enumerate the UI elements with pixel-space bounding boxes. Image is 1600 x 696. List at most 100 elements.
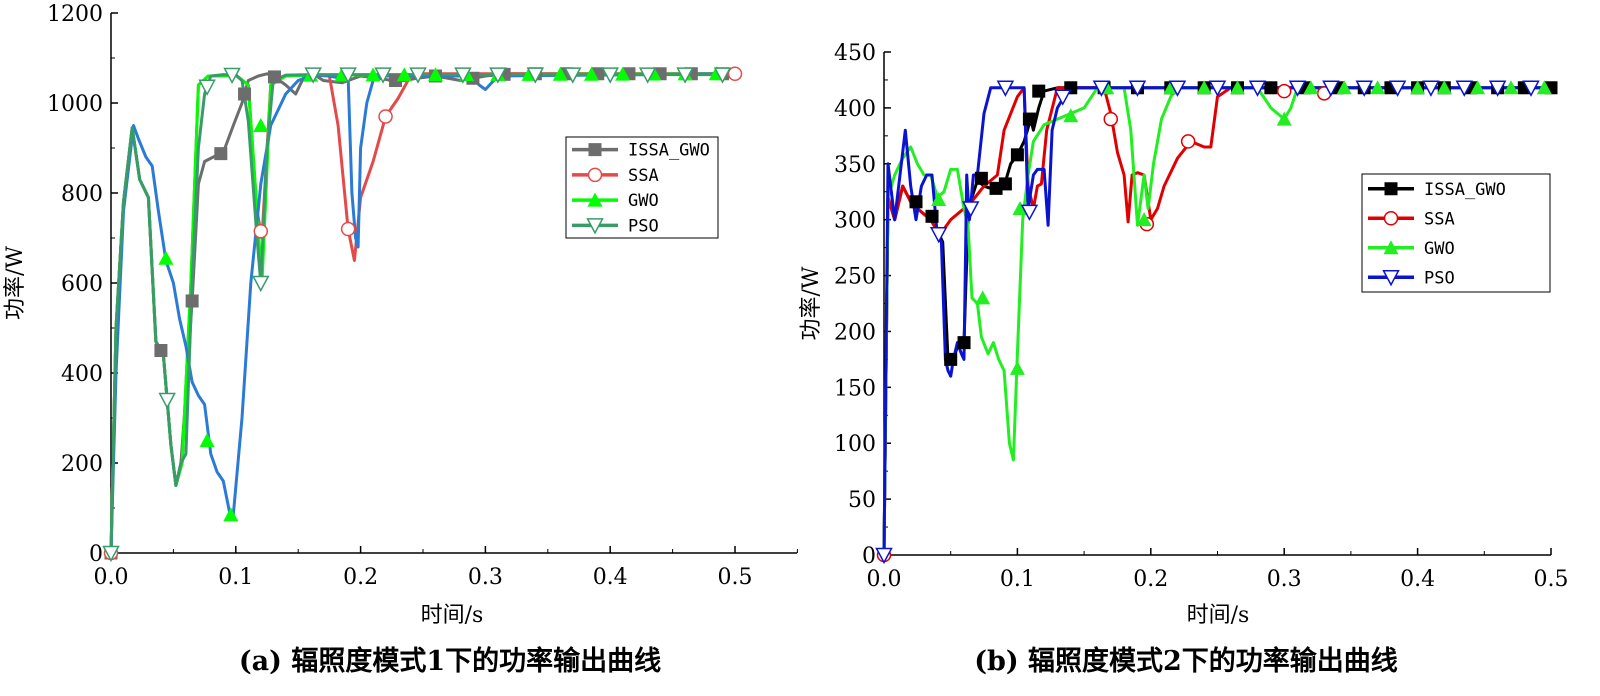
- marker-gwo: [1336, 80, 1352, 95]
- legend-label: ISSA_GWO: [1424, 180, 1506, 200]
- marker-gwo: [1009, 360, 1025, 375]
- y-tick-label: 1200: [47, 2, 103, 27]
- marker-gwo: [199, 433, 215, 447]
- marker-gwo: [396, 67, 412, 82]
- marker-pso: [676, 67, 694, 84]
- marker-pso: [339, 67, 357, 84]
- series-line-pso: [109, 73, 735, 554]
- marker-issa-gwo: [1022, 112, 1036, 126]
- legend-swatch-marker: [587, 192, 603, 207]
- x-tick-label: 0.5: [1534, 567, 1569, 592]
- legend-label: ISSA_GWO: [628, 141, 710, 161]
- marker-pso: [454, 67, 472, 84]
- marker-issa-gwo: [998, 177, 1012, 191]
- marker-gwo: [1063, 108, 1079, 123]
- legend-label: SSA: [628, 166, 659, 186]
- marker-gwo: [975, 290, 991, 305]
- y-tick-label: 1000: [47, 92, 103, 117]
- x-tick-label: 0.3: [1267, 567, 1302, 592]
- marker-gwo: [931, 192, 947, 207]
- x-tick-label: 0.0: [867, 567, 902, 592]
- marker-ssa: [253, 224, 269, 239]
- marker-issa-gwo: [925, 209, 939, 223]
- x-tick-label: 0.1: [218, 565, 253, 590]
- figure-caption: (a) 辐照度模式1下的功率输出曲线: [239, 645, 661, 677]
- marker-pso: [1248, 80, 1267, 97]
- marker-pso: [1168, 80, 1187, 97]
- x-tick-label: 0.0: [94, 565, 129, 590]
- marker-pso: [1020, 204, 1039, 221]
- marker-issa-gwo: [974, 171, 988, 185]
- y-tick-label: 200: [61, 452, 103, 477]
- marker-ssa: [1276, 83, 1292, 99]
- series-line-pso: [882, 86, 1551, 556]
- marker-pso: [526, 67, 545, 84]
- marker-gwo: [158, 250, 174, 265]
- marker-pso: [929, 226, 948, 244]
- marker-pso: [223, 67, 241, 85]
- marker-pso: [601, 67, 619, 84]
- marker-gwo: [223, 507, 239, 522]
- legend-swatch-marker: [1383, 240, 1399, 255]
- marker-ssa: [1103, 111, 1119, 127]
- marker-ssa: [1180, 134, 1196, 149]
- marker-gwo: [1136, 212, 1152, 227]
- y-tick-label: 350: [834, 153, 876, 178]
- x-tick-label: 0.4: [593, 565, 628, 590]
- marker-gwo: [552, 66, 568, 81]
- marker-gwo: [1410, 80, 1426, 95]
- marker-pso: [1355, 80, 1373, 97]
- y-tick-label: 100: [834, 432, 876, 457]
- marker-ssa: [378, 109, 393, 124]
- marker-gwo: [427, 67, 443, 82]
- chart-a: 0 200 400 600 800 1000 1200 0.0 0.1 0.2 0.3 0.4 0.5 时…: [3, 2, 798, 677]
- legend-swatch-marker: [1383, 211, 1399, 226]
- marker-pso: [1054, 89, 1072, 106]
- marker-gwo: [1012, 200, 1028, 215]
- legend-swatch-marker: [1382, 270, 1400, 287]
- marker-issa-gwo: [185, 294, 199, 308]
- chart-b: 0 50 100 150 200 250 300 350 400 450 0.0 0.1 0.2 0.3 0…: [799, 41, 1569, 677]
- x-tick-label: 0.4: [1400, 567, 1435, 592]
- marker-pso: [198, 79, 216, 96]
- y-tick-label: 200: [834, 320, 876, 345]
- y-axis-title: 功率/W: [799, 266, 824, 340]
- marker-pso: [1208, 80, 1227, 97]
- marker-pso: [1488, 80, 1507, 97]
- y-tick-label: 450: [834, 41, 876, 66]
- x-axis-title: 时间/s: [1187, 603, 1250, 628]
- marker-pso: [875, 547, 893, 565]
- x-tick-label: 0.2: [1133, 567, 1168, 592]
- y-tick-label: 150: [834, 376, 876, 401]
- marker-gwo: [1230, 80, 1246, 95]
- marker-gwo: [365, 67, 381, 82]
- marker-pso: [961, 201, 980, 218]
- y-tick-label: 0: [89, 542, 103, 567]
- marker-issa-gwo: [957, 336, 971, 350]
- y-tick-label: 50: [848, 488, 876, 513]
- legend-swatch-marker: [586, 218, 604, 235]
- y-tick-label: 0: [862, 544, 876, 569]
- marker-gwo: [1436, 80, 1452, 95]
- marker-issa-gwo: [154, 344, 168, 357]
- marker-issa-gwo: [1264, 81, 1278, 95]
- x-axis-title: 时间/s: [421, 603, 484, 628]
- marker-pso: [1522, 80, 1540, 97]
- marker-gwo: [1503, 80, 1519, 95]
- marker-pso: [1092, 80, 1111, 97]
- y-tick-label: 300: [834, 209, 876, 234]
- marker-issa-gwo: [389, 74, 403, 87]
- marker-issa-gwo: [267, 70, 281, 84]
- marker-gwo: [1470, 80, 1486, 95]
- marker-pso: [564, 67, 582, 84]
- y-tick-label: 800: [61, 182, 103, 207]
- marker-pso: [638, 67, 657, 84]
- series-line-gwo: [882, 86, 1551, 556]
- legend-label: GWO: [1424, 239, 1455, 259]
- marker-pso: [252, 275, 270, 293]
- marker-pso: [158, 392, 176, 410]
- legend-label: PSO: [1424, 268, 1455, 288]
- legend-label: PSO: [628, 216, 659, 236]
- legend-swatch-marker: [587, 167, 603, 183]
